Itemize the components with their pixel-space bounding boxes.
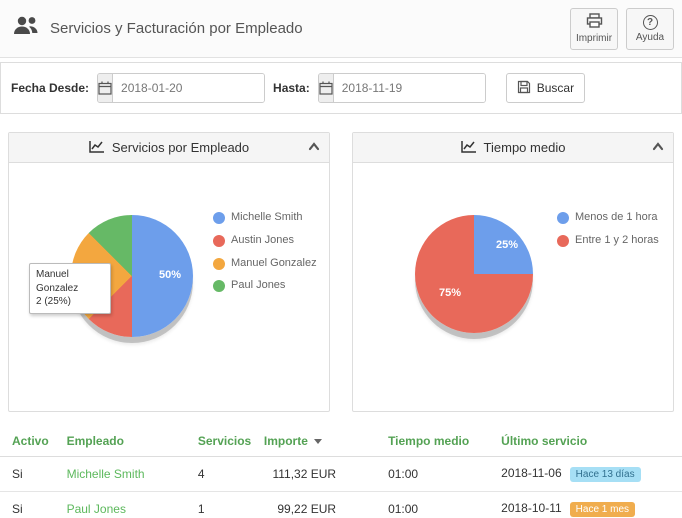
legend-swatch — [557, 234, 569, 247]
cell-tiempo: 01:00 — [382, 456, 496, 492]
cell-fecha: 2018-11-06 — [501, 466, 562, 480]
panel-tiempo-header: Tiempo medio — [353, 133, 673, 163]
legend-label: Austin Jones — [231, 233, 294, 246]
calendar-icon[interactable] — [318, 74, 334, 102]
legend-swatch — [213, 280, 225, 293]
table-header-row: Activo Empleado Servicios Importe Tiempo… — [0, 426, 682, 457]
page-title: Servicios y Facturación por Empleado — [50, 20, 303, 37]
cell-importe: 111,32 EUR — [257, 456, 383, 492]
legend-swatch — [557, 212, 569, 224]
date-from-label: Fecha Desde: — [11, 81, 90, 95]
pie-slice-label: 25% — [496, 239, 519, 251]
printer-icon — [586, 13, 603, 31]
col-header-activo[interactable]: Activo — [0, 426, 61, 457]
employee-link[interactable]: Paul Jones — [66, 502, 126, 516]
col-header-tiempo-medio[interactable]: Tiempo medio — [382, 426, 496, 457]
date-from-input[interactable] — [113, 74, 265, 102]
panel-servicios-por-empleado: Servicios por Empleado 50% Manuel Gonzal… — [8, 132, 330, 412]
panel-servicios-header: Servicios por Empleado — [9, 133, 329, 163]
col-header-importe-label: Importe — [263, 434, 308, 448]
filter-bar: Fecha Desde: Hasta: Buscar — [0, 62, 682, 114]
legend-item[interactable]: Menos de 1 hora — [557, 211, 661, 225]
save-icon — [517, 80, 531, 97]
legend-swatch — [213, 234, 225, 247]
cell-fecha: 2018-10-11 — [501, 501, 562, 515]
col-header-empleado[interactable]: Empleado — [60, 426, 192, 457]
col-header-ultimo-servicio[interactable]: Último servicio — [495, 426, 682, 457]
search-button-label: Buscar — [536, 81, 575, 95]
tooltip-value: 2 (25%) — [36, 296, 72, 307]
legend-item[interactable]: Austin Jones — [213, 234, 317, 248]
cell-importe: 99,22 EUR — [257, 491, 383, 518]
line-chart-icon — [460, 140, 477, 156]
chart-tooltip: Manuel Gonzalez 2 (25%) — [29, 263, 111, 314]
legend-item[interactable]: Manuel Gonzalez — [213, 257, 317, 271]
legend-swatch — [213, 212, 225, 224]
results-table: Activo Empleado Servicios Importe Tiempo… — [0, 426, 682, 518]
recency-badge: Hace 1 mes — [569, 502, 636, 517]
print-button-label: Imprimir — [575, 33, 613, 44]
search-button[interactable]: Buscar — [505, 73, 586, 103]
pie-slice-label: 50% — [159, 269, 182, 281]
legend-label: Michelle Smith — [231, 211, 303, 223]
panel-servicios-title: Servicios por Empleado — [111, 140, 250, 155]
calendar-icon[interactable] — [98, 74, 114, 102]
legend-label: Manuel Gonzalez — [231, 256, 317, 269]
help-icon: ? — [642, 14, 658, 30]
chevron-up-icon[interactable] — [307, 140, 321, 157]
charts-row: Servicios por Empleado 50% Manuel Gonzal… — [0, 114, 682, 412]
users-icon — [12, 14, 40, 43]
pie-slice-label: 75% — [439, 287, 462, 299]
help-button-label: Ayuda — [635, 31, 665, 43]
date-to-group — [317, 73, 486, 103]
help-button[interactable]: ? Ayuda — [626, 7, 674, 50]
table-row: Si Michelle Smith 4 111,32 EUR 01:00 201… — [0, 456, 682, 492]
table-row: Si Paul Jones 1 99,22 EUR 01:00 2018-10-… — [0, 491, 682, 518]
legend-item[interactable]: Paul Jones — [213, 279, 317, 293]
date-to-input[interactable] — [333, 74, 485, 102]
page-header: Servicios y Facturación por Empleado Imp… — [0, 0, 682, 58]
recency-badge: Hace 13 días — [569, 467, 641, 482]
legend-label: Entre 1 y 2 horas — [575, 233, 659, 246]
tiempo-legend: Menos de 1 hora Entre 1 y 2 horas — [557, 211, 661, 248]
legend-label: Paul Jones — [231, 279, 286, 292]
employee-link[interactable]: Michelle Smith — [66, 467, 145, 481]
tooltip-name: Manuel Gonzalez — [36, 269, 79, 294]
panel-servicios-body: 50% Manuel Gonzalez 2 (25%) Michelle Smi… — [9, 163, 329, 411]
col-header-importe[interactable]: Importe — [257, 426, 383, 457]
cell-servicios: 1 — [191, 491, 258, 518]
date-from-group — [97, 73, 266, 103]
cell-activo: Si — [0, 491, 61, 518]
panel-tiempo-medio: Tiempo medio 25% 75% Menos de 1 hora Ent… — [352, 132, 674, 412]
chevron-up-icon[interactable] — [651, 140, 665, 157]
panel-tiempo-title: Tiempo medio — [483, 140, 566, 155]
print-button[interactable]: Imprimir — [570, 7, 618, 50]
date-to-label: Hasta: — [273, 81, 310, 95]
col-header-servicios[interactable]: Servicios — [191, 426, 258, 457]
services-legend: Michelle Smith Austin Jones Manuel Gonza… — [213, 211, 317, 293]
sort-desc-icon — [313, 439, 322, 445]
cell-activo: Si — [0, 456, 61, 492]
legend-item[interactable]: Michelle Smith — [213, 211, 317, 225]
cell-servicios: 4 — [191, 456, 258, 492]
tiempo-pie-chart[interactable] — [415, 215, 533, 333]
panel-tiempo-body: 25% 75% Menos de 1 hora Entre 1 y 2 hora… — [353, 163, 673, 411]
legend-swatch — [213, 257, 225, 270]
legend-item[interactable]: Entre 1 y 2 horas — [557, 234, 661, 248]
legend-label: Menos de 1 hora — [575, 211, 658, 223]
cell-tiempo: 01:00 — [382, 491, 496, 518]
line-chart-icon — [89, 140, 105, 156]
